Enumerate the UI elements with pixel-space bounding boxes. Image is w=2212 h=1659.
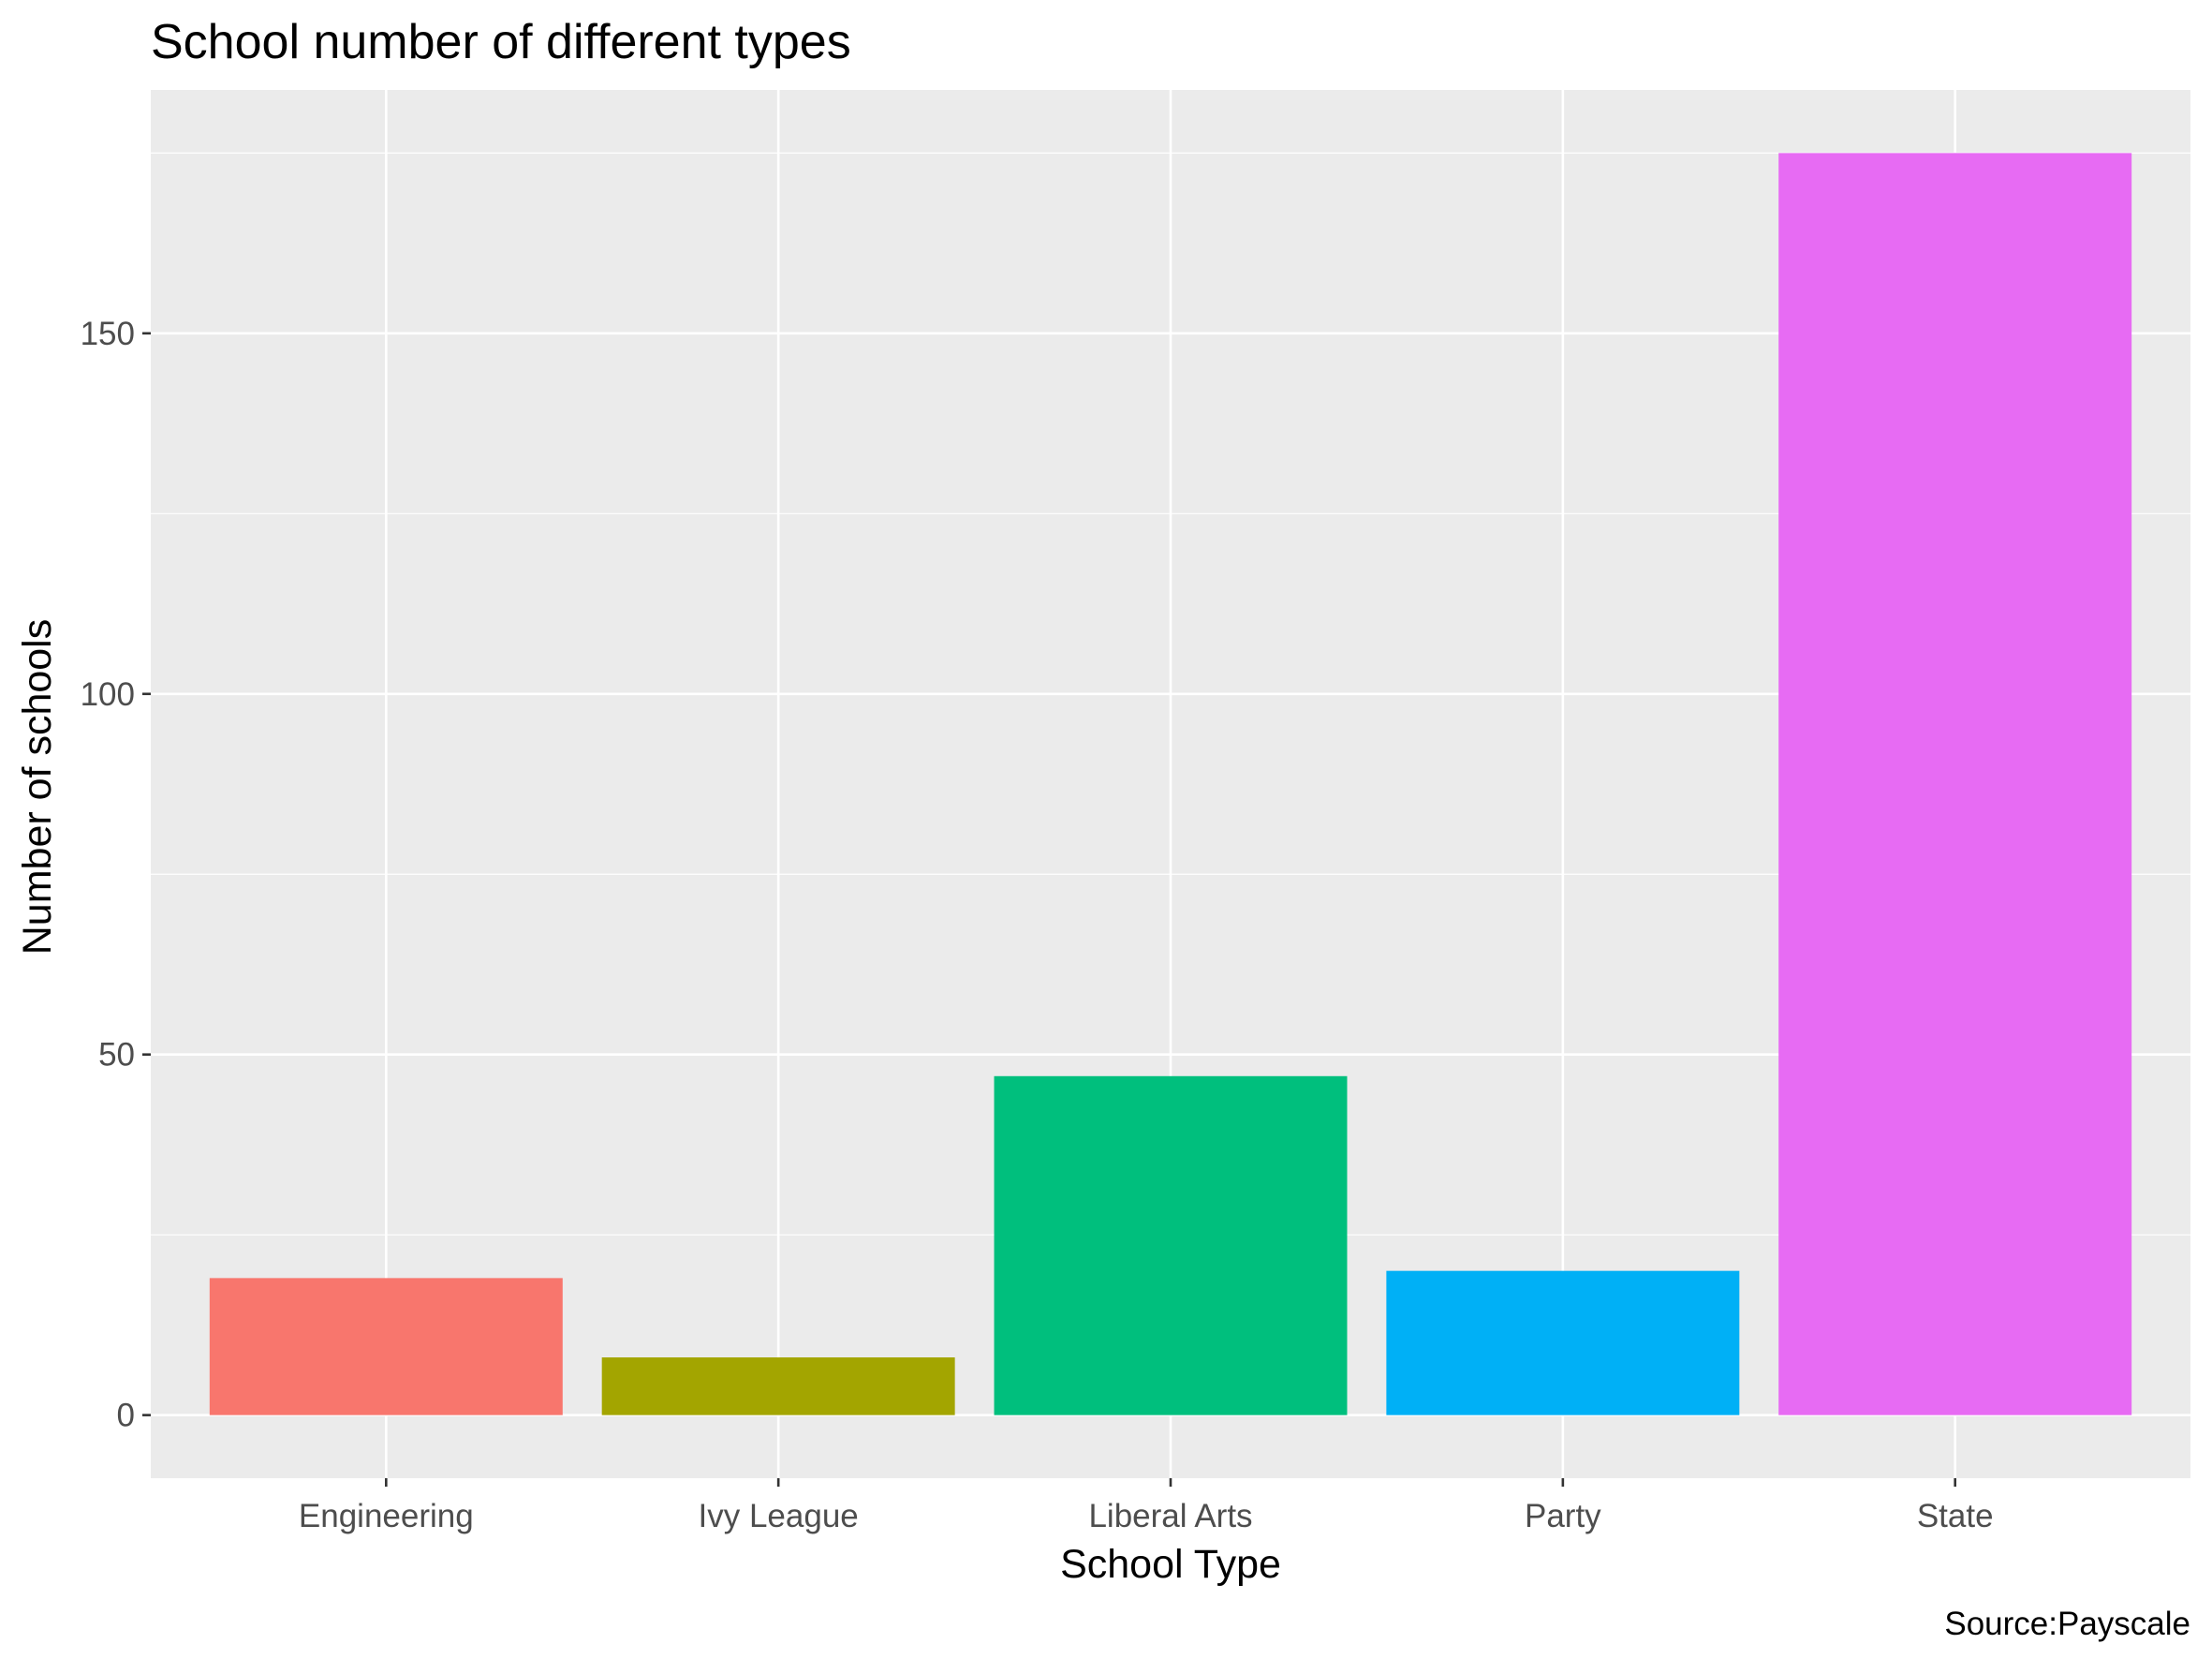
chart-title: School number of different types [151, 15, 851, 69]
bar-party [1386, 1270, 1740, 1415]
x-tick-label: Engineering [299, 1498, 474, 1534]
bar-liberal-arts [994, 1075, 1348, 1415]
bars [209, 153, 2132, 1415]
y-tick-label: 100 [81, 676, 135, 713]
x-tick-label: Ivy League [699, 1498, 859, 1534]
y-tick-label: 50 [98, 1037, 135, 1074]
source-caption: Source:Payscale [1944, 1606, 2190, 1642]
x-axis: Engineering Ivy League Liberal Arts Party St… [299, 1478, 1994, 1534]
bar-engineering [209, 1278, 563, 1415]
y-axis: 0 50 100 150 [81, 316, 151, 1434]
y-tick-label: 150 [81, 316, 135, 352]
y-axis-title: Number of schools [15, 619, 60, 955]
bar-state [1778, 153, 2132, 1415]
x-tick-label: Party [1525, 1498, 1601, 1534]
x-tick-label: Liberal Arts [1088, 1498, 1252, 1534]
x-tick-label: State [1917, 1498, 1994, 1534]
x-axis-title: School Type [1060, 1542, 1281, 1587]
y-tick-label: 0 [117, 1398, 135, 1434]
bar-ivy-league [601, 1357, 955, 1415]
